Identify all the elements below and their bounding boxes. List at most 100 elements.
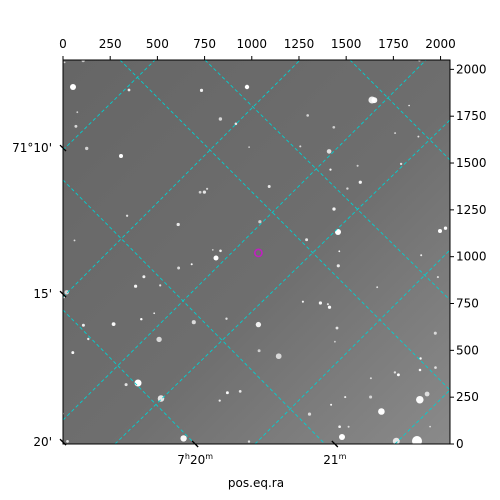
x-tick-label: 0: [59, 37, 67, 51]
grid-line: [63, 60, 156, 151]
y-tick-label: 1750: [456, 109, 487, 123]
star: [346, 187, 349, 190]
star: [74, 124, 78, 128]
bright-star: [339, 434, 345, 440]
bright-star: [244, 84, 250, 90]
star: [392, 437, 400, 444]
star: [420, 254, 423, 257]
star: [416, 395, 424, 404]
star: [434, 366, 437, 369]
star: [199, 88, 204, 92]
star: [85, 146, 89, 151]
star: [81, 60, 85, 63]
star: [299, 145, 302, 148]
star: [159, 284, 162, 287]
star: [202, 190, 207, 194]
y-tick-label: 1500: [456, 156, 487, 170]
y-tick-label: 250: [456, 390, 479, 404]
star: [225, 391, 229, 395]
star: [180, 435, 187, 442]
sky-background: [63, 60, 450, 444]
star: [258, 220, 262, 224]
star: [190, 263, 193, 266]
bright-star: [213, 255, 219, 261]
x-tick-label: 250: [99, 37, 122, 51]
grid-line: [394, 389, 450, 444]
image-area: [63, 60, 450, 444]
star: [218, 399, 221, 402]
star: [157, 395, 165, 402]
grid-line: [204, 60, 450, 301]
star: [369, 377, 372, 380]
star: [424, 391, 430, 397]
star: [176, 222, 180, 227]
star: [206, 187, 209, 190]
star: [393, 371, 397, 374]
star: [255, 321, 262, 328]
star: [238, 390, 242, 393]
dec-tick: [59, 144, 67, 152]
ra-tick-label: 7h20m: [177, 452, 213, 467]
star: [443, 226, 448, 230]
star: [124, 383, 128, 387]
ra-axis: 7h20m 21m: [177, 440, 347, 467]
star: [156, 336, 162, 343]
star: [371, 97, 378, 104]
x-tick-label: 500: [146, 37, 169, 51]
y-tick-label: 2000: [456, 62, 487, 76]
star: [394, 132, 397, 135]
ra-tick: [191, 440, 199, 448]
star: [219, 249, 222, 253]
star: [396, 373, 400, 377]
star: [218, 117, 223, 121]
star: [358, 180, 362, 184]
star: [378, 408, 385, 415]
ra-tick: [331, 440, 339, 448]
star: [418, 368, 422, 372]
coordinate-grid: [63, 60, 450, 444]
y-tick-label: 1000: [456, 250, 487, 264]
x-pixel-axis: 0 250 500 750 1000 1250 1500 1750 2000: [59, 37, 456, 60]
star: [301, 300, 304, 303]
star: [125, 214, 129, 217]
star: [247, 440, 251, 443]
star: [267, 185, 271, 188]
star: [64, 290, 69, 295]
star: [257, 349, 261, 353]
star: [327, 305, 332, 309]
star: [66, 440, 69, 443]
grid-line: [254, 249, 450, 444]
star: [326, 149, 332, 154]
dec-axis: 71°10' 15' 20': [12, 141, 67, 449]
star: [133, 284, 138, 288]
bright-star: [412, 436, 422, 444]
star: [81, 323, 85, 327]
star: [234, 122, 238, 126]
dec-tick: [59, 438, 67, 446]
star: [142, 275, 146, 279]
star: [334, 340, 336, 343]
x-tick-label: 1500: [331, 37, 362, 51]
star: [356, 164, 359, 167]
star: [225, 317, 228, 320]
grid-line: [63, 60, 427, 421]
target-marker: [253, 248, 263, 258]
star: [63, 61, 66, 64]
star: [127, 88, 131, 92]
star: [87, 337, 90, 341]
grid-line: [63, 179, 326, 444]
star: [248, 146, 250, 148]
y-pixel-axis: 0 250 500 750 1000 1250 1500 1750 2000: [450, 62, 487, 451]
star: [436, 276, 439, 279]
y-tick-label: 750: [456, 297, 479, 311]
x-tick-label: 1750: [378, 37, 409, 51]
star: [332, 125, 336, 129]
star: [305, 238, 309, 242]
star: [307, 412, 312, 416]
star-field: [63, 60, 448, 444]
plot-frame: [62, 59, 451, 445]
star: [408, 104, 410, 107]
star: [417, 135, 420, 138]
grid-line: [63, 60, 301, 298]
star: [111, 322, 116, 326]
